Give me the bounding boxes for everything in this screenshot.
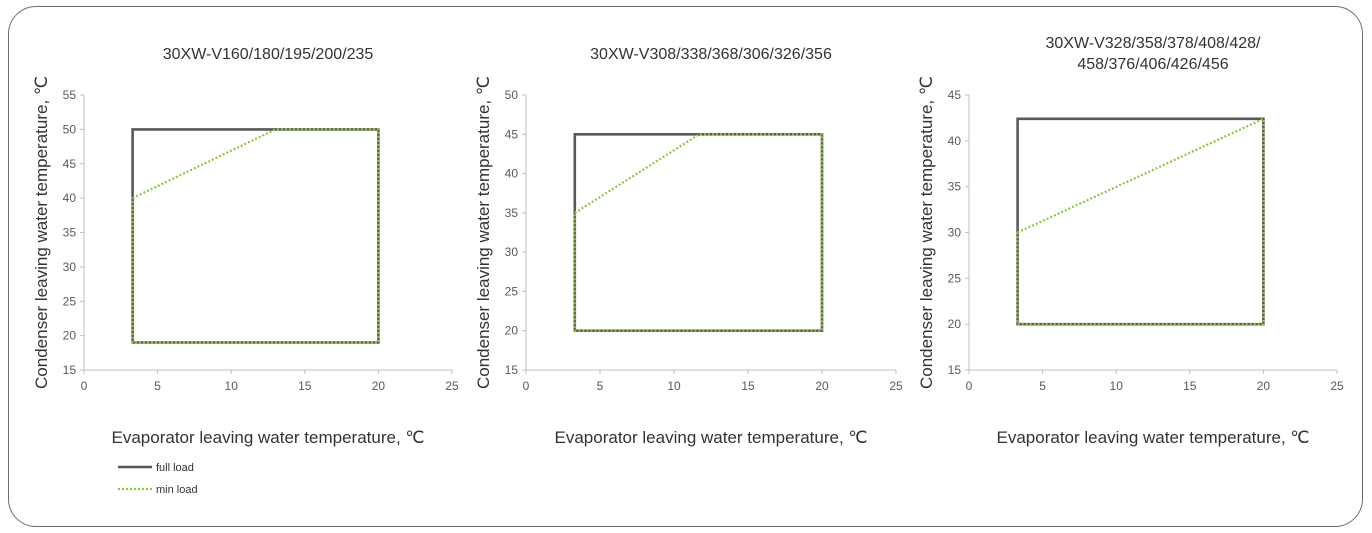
y-tick-label: 30 — [63, 260, 77, 274]
y-tick-label: 20 — [505, 324, 519, 338]
chart-frame — [8, 6, 1363, 527]
x-tick-label: 0 — [966, 379, 973, 393]
y-tick-label: 30 — [948, 226, 962, 240]
y-tick-label: 45 — [505, 127, 519, 141]
x-tick-label: 10 — [1110, 379, 1124, 393]
chart-title: 30XW-V328/358/378/408/428/ — [1046, 35, 1262, 52]
x-tick-label: 25 — [889, 379, 903, 393]
y-tick-label: 55 — [63, 88, 77, 102]
x-tick-label: 5 — [597, 379, 604, 393]
y-tick-label: 25 — [505, 284, 519, 298]
x-tick-label: 20 — [815, 379, 829, 393]
y-tick-label: 15 — [63, 363, 77, 377]
y-tick-label: 20 — [63, 329, 77, 343]
legend-min-load-label: min load — [156, 484, 198, 496]
min-load-series-line — [1016, 117, 1265, 326]
x-tick-label: 15 — [298, 379, 312, 393]
y-tick-label: 50 — [505, 88, 519, 102]
y-tick-label: 25 — [63, 294, 77, 308]
full-load-series-line — [1016, 117, 1265, 326]
y-tick-label: 25 — [948, 271, 962, 285]
x-tick-label: 5 — [1039, 379, 1046, 393]
y-tick-label: 45 — [63, 157, 77, 171]
x-tick-label: 15 — [1183, 379, 1197, 393]
y-tick-label: 40 — [505, 167, 519, 181]
x-axis-title: Evaporator leaving water temperature, ℃ — [112, 428, 425, 447]
y-tick-label: 15 — [948, 363, 962, 377]
y-axis-title: Condenser leaving water temperature, ℃ — [32, 76, 51, 389]
y-tick-label: 15 — [505, 363, 519, 377]
y-tick-label: 40 — [63, 191, 77, 205]
min-load-series-line — [573, 133, 824, 332]
chart-title: 30XW-V160/180/195/200/235 — [163, 46, 374, 63]
y-tick-label: 35 — [505, 206, 519, 220]
y-tick-label: 30 — [505, 245, 519, 259]
y-axis-title: Condenser leaving water temperature, ℃ — [474, 76, 493, 389]
x-tick-label: 15 — [741, 379, 755, 393]
legend-full-load-label: full load — [156, 462, 194, 474]
y-tick-label: 50 — [63, 122, 77, 136]
x-tick-label: 10 — [667, 379, 681, 393]
x-tick-label: 20 — [372, 379, 386, 393]
chart-title: 458/376/406/426/456 — [1077, 56, 1228, 73]
x-tick-label: 10 — [225, 379, 239, 393]
full-load-series-line — [573, 133, 824, 333]
x-tick-label: 0 — [523, 379, 530, 393]
y-tick-label: 20 — [948, 317, 962, 331]
y-axis-title: Condenser leaving water temperature, ℃ — [917, 76, 936, 389]
x-axis-title: Evaporator leaving water temperature, ℃ — [997, 428, 1310, 447]
x-tick-label: 20 — [1257, 379, 1271, 393]
y-tick-label: 40 — [948, 134, 962, 148]
chart-title: 30XW-V308/338/368/306/326/356 — [590, 46, 832, 63]
full-load-series-line — [131, 128, 380, 344]
x-axis-title: Evaporator leaving water temperature, ℃ — [555, 428, 868, 447]
y-tick-label: 45 — [948, 88, 962, 102]
x-tick-label: 5 — [154, 379, 161, 393]
y-tick-label: 35 — [948, 180, 962, 194]
x-tick-label: 25 — [1330, 379, 1344, 393]
x-tick-label: 0 — [81, 379, 88, 393]
x-tick-label: 25 — [445, 379, 459, 393]
y-tick-label: 35 — [63, 226, 77, 240]
min-load-series-line — [131, 128, 380, 344]
